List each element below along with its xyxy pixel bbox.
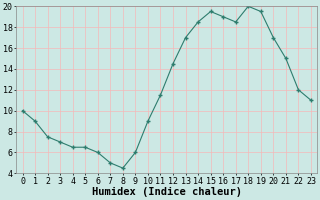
X-axis label: Humidex (Indice chaleur): Humidex (Indice chaleur) bbox=[92, 187, 242, 197]
